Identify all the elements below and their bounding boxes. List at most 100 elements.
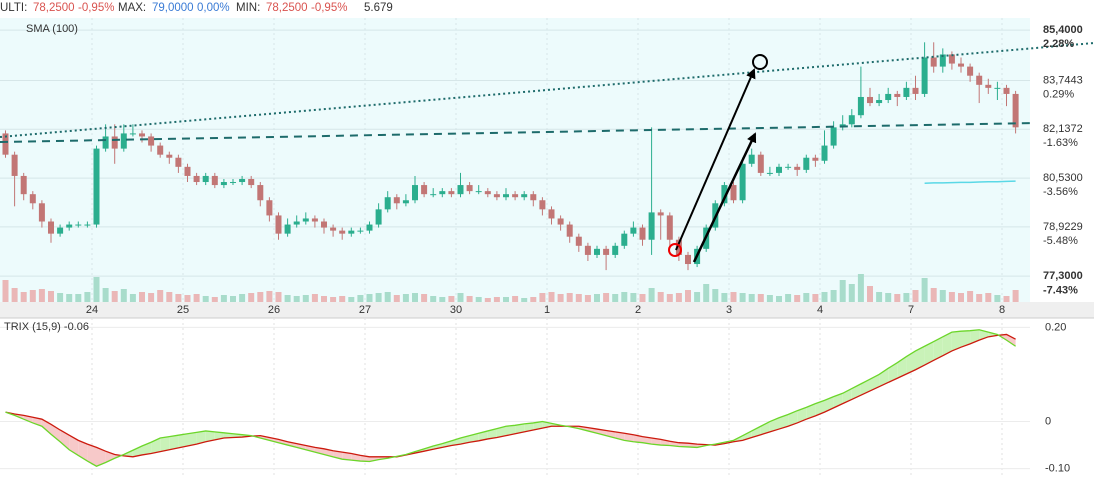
candle-body	[539, 200, 546, 210]
volume-bar	[803, 293, 810, 302]
trix-fill	[942, 332, 952, 356]
candle-body	[357, 230, 364, 232]
volume-bar	[939, 290, 946, 302]
trix-fill	[41, 419, 51, 435]
support-line	[0, 122, 1035, 143]
candle-body	[48, 221, 54, 234]
candle-body	[985, 84, 992, 88]
candle-body	[885, 93, 892, 101]
axis-labels: 24 25 26 27 30 1 2 3 4 7 8 85,4000 83,7443 82,1372 80,…	[86, 24, 1083, 474]
x-tick-label: 25	[177, 304, 189, 316]
candle-body	[948, 54, 955, 64]
candle-body	[2, 133, 9, 155]
header-change: 0,00%	[197, 2, 230, 14]
volume-bar	[530, 297, 537, 302]
arrow	[675, 68, 756, 251]
trix-fill	[897, 356, 907, 379]
trix-fill	[32, 417, 42, 427]
candle-body	[976, 75, 983, 85]
candle-body	[57, 227, 64, 234]
candle-body	[648, 212, 655, 240]
candle-body	[148, 136, 155, 146]
volume-bar	[339, 296, 346, 302]
candle-body	[29, 194, 36, 204]
candle-body	[530, 194, 537, 201]
y-tick-label: 0	[1045, 415, 1051, 427]
candle-body	[402, 200, 409, 204]
volume-bar	[794, 295, 801, 302]
trix-fill	[760, 421, 770, 435]
candle-body	[284, 224, 291, 234]
candle-body	[675, 239, 682, 255]
volume-bar	[248, 293, 255, 302]
drawing-annotations	[0, 42, 1094, 263]
volume-bar	[685, 290, 691, 302]
candle-body	[293, 221, 300, 225]
volume-bar	[84, 292, 91, 302]
y2-tick-label: -1.63%	[1043, 137, 1078, 149]
volume-bar	[239, 294, 246, 302]
candle-body	[503, 194, 509, 198]
volume-bar	[139, 292, 145, 302]
trix-layer	[5, 329, 1016, 467]
volume-bar	[539, 293, 546, 302]
candle-body	[38, 203, 45, 222]
volume-bar	[402, 294, 409, 302]
volume-bar	[776, 296, 782, 302]
sma-legend: SMA (100)	[26, 23, 78, 35]
volume-bar	[493, 297, 500, 302]
candle-body	[794, 166, 801, 170]
candle-body	[66, 224, 73, 228]
candle-body	[566, 224, 573, 237]
volume-bar	[666, 294, 673, 302]
volume-bar	[175, 294, 182, 302]
x-tick-label: 7	[908, 304, 914, 316]
trix-fill	[769, 417, 779, 432]
candle-body	[857, 96, 864, 116]
volume-bar	[284, 295, 291, 302]
candle-body	[193, 175, 200, 183]
y2-tick-label: 0.29%	[1043, 88, 1074, 100]
trix-fill	[205, 430, 215, 442]
volume-bar	[503, 297, 509, 302]
candle-body	[93, 148, 100, 225]
x-tick-label: 1	[544, 304, 550, 316]
candle-body	[448, 191, 455, 195]
sma-line	[924, 180, 1016, 184]
candle-body	[75, 224, 82, 226]
candle-body	[111, 136, 118, 149]
trix-line	[5, 329, 1016, 467]
candle-body	[184, 166, 191, 176]
volume-bar	[157, 290, 164, 302]
candle-body	[157, 145, 164, 155]
trix-fill	[779, 414, 789, 430]
volume-bar	[675, 293, 682, 302]
candle-body	[748, 154, 755, 164]
trix-fill	[933, 336, 943, 361]
trix-fill	[951, 331, 961, 351]
volume-bar	[2, 280, 9, 302]
candle-body	[876, 100, 883, 104]
volume-bar	[612, 294, 619, 302]
y2-tick-label: -3.56%	[1043, 186, 1078, 198]
volume-bar	[521, 298, 528, 302]
header-label: ULTI:	[0, 2, 27, 14]
candle-body	[994, 87, 1001, 89]
candle-body	[120, 133, 127, 149]
volume-bar	[766, 295, 773, 302]
candle-body	[657, 212, 664, 216]
volume-bar	[129, 294, 136, 302]
volume-bars	[2, 274, 1019, 302]
candle-body	[685, 254, 691, 265]
signal-line	[5, 333, 1016, 458]
volume-bar	[29, 290, 36, 302]
volume-bar	[630, 293, 637, 302]
trix-fill	[451, 438, 461, 446]
candle-body	[175, 157, 182, 167]
candle-body	[867, 96, 873, 104]
candle-body	[430, 194, 437, 196]
volume-bar	[484, 298, 491, 302]
trix-fill	[60, 430, 70, 450]
volume-bar	[111, 291, 118, 302]
